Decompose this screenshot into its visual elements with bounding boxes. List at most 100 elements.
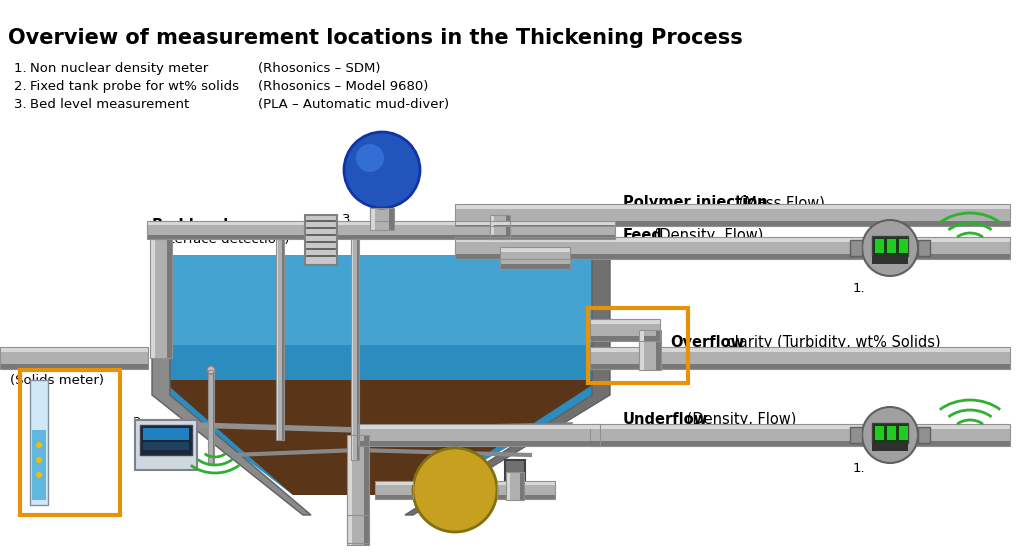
Bar <box>347 515 369 545</box>
Text: Bed level measurement: Bed level measurement <box>30 98 236 111</box>
Bar <box>347 435 352 543</box>
Bar <box>32 430 46 500</box>
Bar <box>500 264 570 269</box>
Bar <box>872 423 908 443</box>
Bar <box>167 239 172 358</box>
Text: Overflow: Overflow <box>10 358 84 373</box>
Bar <box>375 495 413 499</box>
Bar <box>143 442 189 450</box>
Polygon shape <box>152 239 311 515</box>
Bar <box>590 347 1010 369</box>
Bar <box>375 481 413 499</box>
Bar <box>358 441 600 446</box>
Bar <box>590 424 1010 446</box>
Bar <box>590 424 1010 429</box>
Bar <box>358 424 600 446</box>
Bar <box>639 330 662 370</box>
Bar <box>918 240 930 256</box>
Text: (Rhosonics – SDM): (Rhosonics – SDM) <box>258 62 381 75</box>
Bar <box>500 247 570 269</box>
Bar <box>505 460 525 480</box>
Bar <box>135 420 197 470</box>
Bar <box>506 472 524 500</box>
Bar <box>357 239 359 460</box>
Bar <box>150 239 172 358</box>
Text: 3.: 3. <box>342 213 354 226</box>
Text: Underflow: Underflow <box>623 412 709 427</box>
Bar <box>208 370 214 465</box>
Circle shape <box>36 472 42 478</box>
Text: Fixed tank probe for wt% solids: Fixed tank probe for wt% solids <box>30 80 248 93</box>
Bar <box>590 364 1010 369</box>
Bar <box>358 424 600 446</box>
Circle shape <box>344 132 420 208</box>
Polygon shape <box>162 255 600 345</box>
Circle shape <box>36 442 42 448</box>
Polygon shape <box>162 380 600 495</box>
Bar <box>147 221 615 225</box>
Bar <box>590 424 1010 446</box>
Bar <box>639 330 662 370</box>
Text: Feed: Feed <box>623 228 663 243</box>
Polygon shape <box>162 255 600 495</box>
Bar <box>520 472 524 500</box>
Text: 1.: 1. <box>853 282 865 295</box>
Text: Polymer injection: Polymer injection <box>623 195 768 210</box>
Bar <box>590 319 660 324</box>
Bar <box>455 237 1010 242</box>
Bar <box>347 435 369 543</box>
Bar <box>365 515 369 545</box>
Circle shape <box>413 448 497 532</box>
Circle shape <box>862 220 918 276</box>
Text: clarity (Turbidity, wt% Solids): clarity (Turbidity, wt% Solids) <box>722 335 941 350</box>
Bar <box>147 221 615 239</box>
Bar <box>147 221 615 239</box>
Bar <box>347 435 369 543</box>
Bar <box>850 427 862 443</box>
Text: (PLA – Automatic mud-diver): (PLA – Automatic mud-diver) <box>258 98 450 111</box>
Bar <box>590 336 660 341</box>
Bar <box>305 215 337 265</box>
Bar <box>887 426 896 440</box>
Text: Non nuclear density meter: Non nuclear density meter <box>30 62 238 75</box>
Bar <box>497 481 555 499</box>
Bar <box>497 481 555 485</box>
Bar <box>208 370 209 465</box>
Bar <box>150 239 172 358</box>
Bar <box>283 239 284 440</box>
Bar <box>590 347 1010 369</box>
Bar <box>0 364 148 369</box>
Bar <box>347 515 369 545</box>
Text: 2.: 2. <box>14 80 35 93</box>
Bar <box>375 481 413 485</box>
Text: (Density, Flow): (Density, Flow) <box>682 412 796 427</box>
Bar <box>213 370 214 465</box>
Text: (Mass Flow): (Mass Flow) <box>733 195 824 210</box>
Bar <box>276 239 284 440</box>
Bar <box>140 425 193 455</box>
Bar <box>490 215 510 239</box>
Bar <box>455 221 1010 226</box>
Bar <box>850 240 862 256</box>
Bar <box>455 237 1010 259</box>
Bar <box>899 239 908 253</box>
Bar <box>365 435 369 543</box>
Text: Overview of measurement locations in the Thickening Process: Overview of measurement locations in the… <box>8 28 742 48</box>
Bar <box>370 208 394 230</box>
Bar <box>358 424 600 429</box>
Bar <box>590 441 1010 446</box>
Bar <box>455 237 1010 259</box>
Bar <box>0 347 148 369</box>
Bar <box>147 235 615 239</box>
Text: (Solids meter): (Solids meter) <box>10 374 104 387</box>
Bar <box>370 208 375 230</box>
Bar <box>276 239 278 440</box>
Circle shape <box>207 366 215 374</box>
Bar <box>143 428 189 440</box>
Text: 1.: 1. <box>14 62 35 75</box>
Bar <box>887 239 896 253</box>
Bar <box>872 443 908 451</box>
Bar <box>276 239 284 440</box>
Polygon shape <box>406 239 610 515</box>
Bar <box>500 247 570 252</box>
